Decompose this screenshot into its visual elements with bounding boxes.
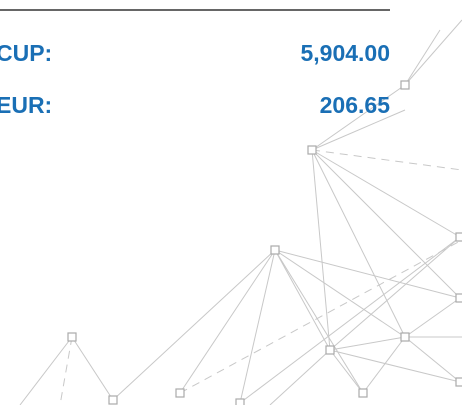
page: CUP: 5,904.00 EUR: 206.65	[0, 0, 462, 405]
top-rule	[0, 9, 390, 11]
rate-row: CUP: 5,904.00	[0, 40, 390, 70]
currency-value: 206.65	[320, 92, 390, 119]
currency-label: EUR:	[0, 92, 52, 119]
currency-label: CUP:	[0, 40, 52, 67]
currency-value: 5,904.00	[300, 40, 390, 67]
rate-row: EUR: 206.65	[0, 92, 390, 122]
